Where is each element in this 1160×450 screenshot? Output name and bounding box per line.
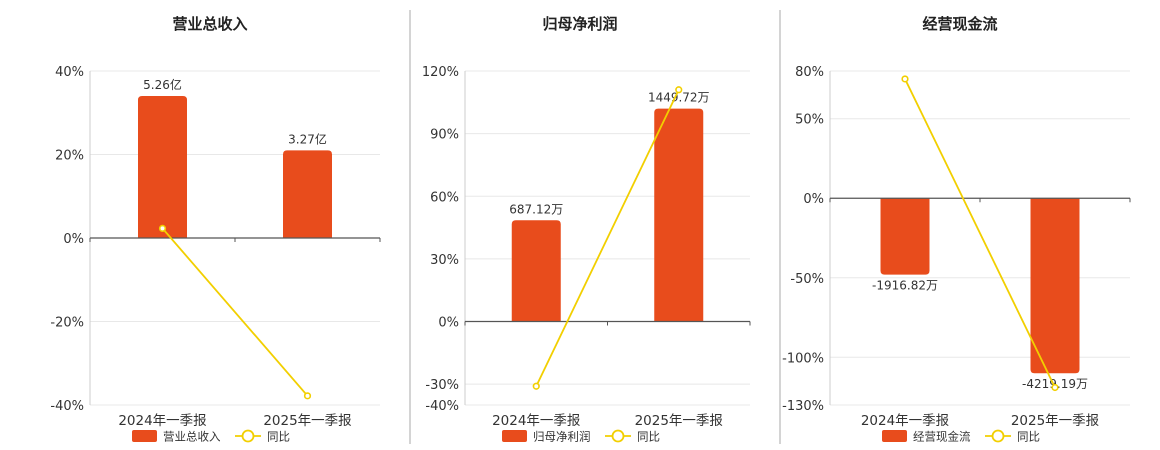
legend-line-label: 同比 — [637, 430, 660, 444]
y-tick-label: 90% — [430, 128, 459, 143]
y-tick-label: 0% — [63, 232, 84, 247]
x-tick-label: 2024年一季报 — [118, 413, 206, 429]
bar-value-label: 1449.72万 — [648, 91, 710, 105]
y-tick-label: 20% — [55, 149, 84, 164]
y-tick-label: -50% — [790, 272, 824, 287]
y-tick-label: -100% — [782, 351, 824, 366]
y-tick-label: -30% — [425, 378, 459, 393]
x-tick-label: 2024年一季报 — [861, 413, 949, 429]
y-tick-label: -20% — [50, 316, 84, 331]
y-tick-label: 40% — [55, 65, 84, 80]
legend-line-label: 同比 — [1017, 430, 1040, 444]
yoy-point — [901, 75, 909, 83]
y-tick-label: 30% — [430, 253, 459, 268]
yoy-point — [303, 392, 312, 400]
y-tick-label: 50% — [795, 113, 824, 128]
yoy-point — [532, 382, 540, 390]
bar — [283, 150, 332, 238]
y-tick-label: 120% — [422, 65, 459, 80]
legend-line-marker — [991, 429, 1005, 443]
yoy-line — [535, 89, 680, 387]
bar-value-label: -1916.82万 — [872, 279, 938, 293]
chart-title: 经营现金流 — [922, 15, 997, 33]
yoy-point — [158, 224, 167, 232]
yoy-point — [675, 86, 683, 94]
chart-1: 营业总收入 -40% -20% 0% 20% 40% 5.26亿 2024年一季报 3.27亿 2… — [50, 15, 381, 444]
x-tick-label: 2025年一季报 — [635, 413, 723, 429]
y-tick-label: -130% — [782, 399, 824, 414]
x-tick-label: 2024年一季报 — [492, 413, 580, 429]
bar — [880, 198, 930, 275]
y-tick-label: -40% — [50, 399, 84, 414]
legend-bar-label: 归母净利润 — [533, 430, 591, 444]
bar — [654, 108, 704, 322]
bar-value-label: 5.26亿 — [143, 77, 182, 92]
bar-value-label: 3.27亿 — [288, 131, 327, 146]
yoy-point — [1051, 383, 1059, 392]
yoy-line — [161, 227, 309, 397]
legend-line-label: 同比 — [267, 430, 290, 444]
legend-line-marker — [241, 429, 255, 443]
bar-value-label: 687.12万 — [509, 202, 563, 216]
legend-bar-swatch — [502, 430, 527, 442]
y-tick-label: 0% — [803, 192, 824, 207]
y-tick-label: -40% — [425, 399, 459, 414]
y-tick-label: 0% — [438, 316, 459, 331]
x-tick-label: 2025年一季报 — [1011, 413, 1099, 429]
y-tick-label: 80% — [795, 65, 824, 80]
legend-bar-label: 营业总收入 — [163, 430, 221, 444]
legend-bar-swatch — [132, 430, 157, 442]
y-tick-label: 60% — [430, 190, 459, 205]
legend-bar-swatch — [882, 430, 907, 442]
chart-title: 营业总收入 — [172, 15, 247, 33]
bar — [138, 96, 187, 238]
yoy-line — [904, 78, 1056, 388]
chart-2: 归母净利润 -40% -30% 0% 30% 60% 90% 120% 687.12万 2024年… — [422, 15, 751, 444]
chart-3: 经营现金流 -130% -100% -50% 0% 50% 80% -1916.82万 2024… — [782, 15, 1131, 444]
legend-line-marker — [611, 429, 625, 443]
x-tick-label: 2025年一季报 — [263, 413, 351, 429]
legend-bar-label: 经营现金流 — [913, 430, 971, 444]
bar — [511, 220, 561, 322]
bar — [1030, 198, 1080, 374]
chart-title: 归母净利润 — [542, 15, 617, 33]
